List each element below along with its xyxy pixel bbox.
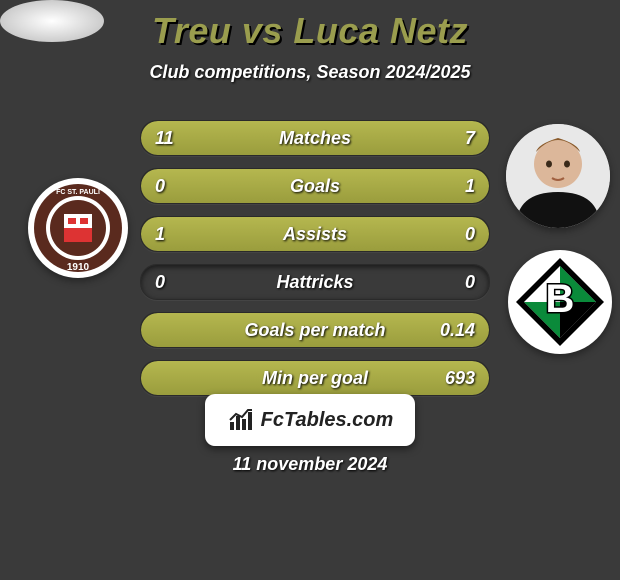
brand-tag[interactable]: FcTables.com [205,394,415,446]
stat-right-value: 0 [465,217,475,251]
stat-row: 11 Matches 7 [140,120,490,156]
stat-label: Min per goal [141,361,489,395]
comparison-card: { "header": { "title": "Treu vs Luca Net… [0,0,620,580]
stat-right-value: 693 [445,361,475,395]
brand-label: FcTables.com [261,409,394,432]
page-subtitle: Club competitions, Season 2024/2025 [0,62,620,83]
stat-row: Min per goal 693 [140,360,490,396]
stat-row: 1 Assists 0 [140,216,490,252]
stat-label: Goals [141,169,489,203]
player-silhouette-icon [506,124,610,228]
stat-label: Goals per match [141,313,489,347]
stpauli-crest-icon: FC ST. PAULI 1910 [28,178,128,278]
stat-label: Matches [141,121,489,155]
stat-right-value: 7 [465,121,475,155]
stat-bars: 11 Matches 7 0 Goals 1 1 Assists 0 0 Hat… [140,120,490,408]
svg-text:FC ST. PAULI: FC ST. PAULI [56,189,100,196]
svg-text:1910: 1910 [67,262,90,273]
stat-right-value: 0 [465,265,475,299]
chart-icon [227,406,255,434]
stat-row: 0 Goals 1 [140,168,490,204]
club-right-logo: B [508,250,612,354]
stat-right-value: 0.14 [440,313,475,347]
stat-right-value: 1 [465,169,475,203]
stat-row: 0 Hattricks 0 [140,264,490,300]
player-right-avatar [506,124,610,228]
stat-label: Assists [141,217,489,251]
page-title: Treu vs Luca Netz [0,10,620,52]
stat-label: Hattricks [141,265,489,299]
stat-row: Goals per match 0.14 [140,312,490,348]
svg-text:B: B [546,277,575,321]
footer-date: 11 november 2024 [0,454,620,475]
club-left-logo: FC ST. PAULI 1910 [28,178,128,278]
gladbach-crest-icon: B [508,250,612,354]
